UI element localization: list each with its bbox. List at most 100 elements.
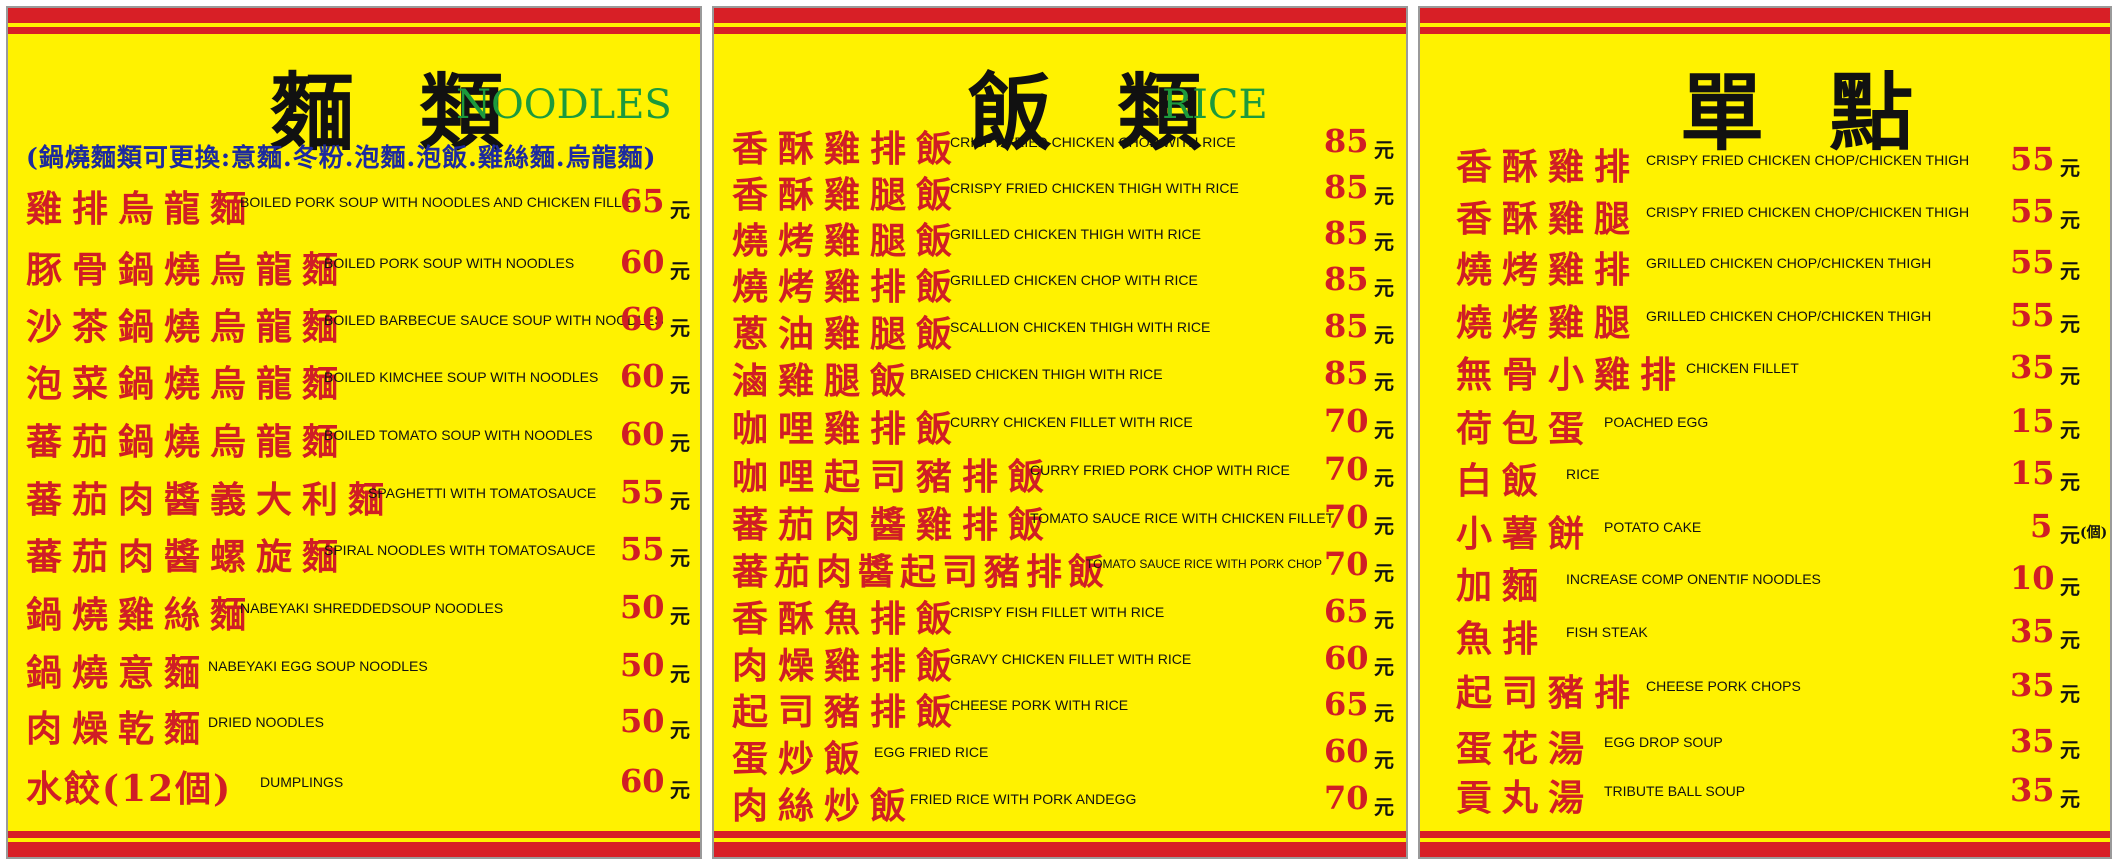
- price-unit: 元: [670, 373, 690, 397]
- item-name-zh: 蕃茄肉醬雞排飯: [732, 504, 1055, 546]
- item-name-zh: 蛋花湯: [1456, 728, 1595, 770]
- price-unit: 元: [670, 662, 690, 686]
- item-name-en: EGG FRIED RICE: [874, 744, 989, 760]
- title-zh: 飯 類: [968, 63, 1220, 162]
- price-unit: 元: [1374, 370, 1394, 394]
- menu-item: 豚骨鍋燒烏龍麵 BOILED PORK SOUP WITH NOODLES 60…: [8, 241, 700, 291]
- item-name-zh: 白飯: [1456, 460, 1549, 502]
- top-band: [714, 8, 1406, 34]
- menu-item: 鍋燒雞絲麵 NABEYAKI SHREDDEDSOUP NOODLES 50 元: [8, 586, 700, 636]
- item-name-zh: 香酥雞排飯: [732, 128, 963, 170]
- top-band: [8, 8, 700, 34]
- item-name-en: GRILLED CHICKEN CHOP WITH RICE: [950, 272, 1198, 288]
- item-name-en: FISH STEAK: [1566, 624, 1648, 640]
- menu-item: 燒烤雞排飯 GRILLED CHICKEN CHOP WITH RICE 85 …: [714, 258, 1406, 308]
- item-name-en: BRAISED CHICKEN THIGH WITH RICE: [910, 366, 1163, 382]
- item-price: 85: [1324, 354, 1369, 392]
- price-unit: 元: [2060, 738, 2080, 762]
- item-name-en: BOILED BARBECUE SAUCE SOUP WITH NOODLES: [324, 312, 664, 328]
- item-name-en: POTATO CAKE: [1604, 519, 1702, 535]
- item-price: 65: [1324, 685, 1369, 723]
- price-unit: 元: [2060, 364, 2080, 388]
- price-unit: 元: [2060, 682, 2080, 706]
- title-zh: 麵 類: [270, 63, 522, 162]
- menu-item: 肉燥乾麵 DRIED NOODLES 50 元: [8, 700, 700, 750]
- item-name-zh: 泡菜鍋燒烏龍麵: [26, 363, 349, 405]
- menu-item: 蕃茄肉醬螺旋麵 SPIRAL NOODLES WITH TOMATOSAUCE …: [8, 528, 700, 578]
- menu-item: 起司豬排飯 CHEESE PORK WITH RICE 65 元: [714, 683, 1406, 733]
- item-name-zh: 咖哩起司豬排飯: [732, 456, 1055, 498]
- price-unit: 元: [1374, 466, 1394, 490]
- item-name-zh: 燒烤雞腿飯: [732, 220, 963, 262]
- item-price: 50: [620, 702, 665, 740]
- item-price: 60: [620, 300, 665, 338]
- substitution-note: (鍋燒麵類可更換:意麵.冬粉.泡麵.泡飯.雞絲麵.烏龍麵): [26, 143, 657, 172]
- item-name-zh: 蕃茄鍋燒烏龍麵: [26, 421, 349, 463]
- price-unit: 元: [2060, 418, 2080, 442]
- item-price: 60: [620, 243, 665, 281]
- item-name-en: CRISPY FRIED CHICKEN THIGH WITH RICE: [950, 180, 1239, 196]
- item-name-en: TRIBUTE BALL SOUP: [1604, 783, 1746, 799]
- menu-item: 雞排烏龍麵 BOILED PORK SOUP WITH NOODLES AND …: [8, 180, 700, 230]
- item-name-en: CURRY FRIED PORK CHOP WITH RICE: [1030, 462, 1290, 478]
- item-price: 85: [1324, 260, 1369, 298]
- item-price: 50: [620, 646, 665, 684]
- panel-title: 單 點: [1420, 46, 2110, 162]
- item-name-zh: 香酥雞腿: [1456, 198, 1641, 240]
- price-unit: 元: [670, 778, 690, 802]
- item-price: 35: [2010, 771, 2055, 809]
- item-name-en: CURRY CHICKEN FILLET WITH RICE: [950, 414, 1193, 430]
- menu-item: 咖哩起司豬排飯 CURRY FRIED PORK CHOP WITH RICE …: [714, 448, 1406, 498]
- item-name-zh: 蕃茄肉醬義大利麵: [26, 479, 395, 521]
- item-name-zh: 香酥魚排飯: [732, 598, 963, 640]
- item-name-en: SCALLION CHICKEN THIGH WITH RICE: [950, 319, 1211, 335]
- menu-item: 無骨小雞排 CHICKEN FILLET 35 元: [1420, 346, 2110, 396]
- item-name-zh: 豚骨鍋燒烏龍麵: [26, 249, 349, 291]
- price-unit: 元: [670, 259, 690, 283]
- item-name-zh: 沙茶鍋燒烏龍麵: [26, 306, 349, 348]
- menu-item: 加麵 INCREASE COMP ONENTIF NOODLES 10 元: [1420, 557, 2110, 607]
- rice-menu-panel: 飯 類 RICE 香酥雞排飯 CRISPY FRIED CHICKEN CHOP…: [712, 6, 1408, 859]
- item-price: 70: [1324, 402, 1369, 440]
- price-unit: 元: [670, 604, 690, 628]
- item-price: 60: [1324, 732, 1369, 770]
- item-name-en: DRIED NOODLES: [208, 714, 324, 730]
- item-name-en: FRIED RICE WITH PORK ANDEGG: [910, 791, 1137, 807]
- item-price: 55: [620, 530, 665, 568]
- item-price: 55: [2010, 192, 2055, 230]
- item-price: 55: [2010, 140, 2055, 178]
- item-price: 70: [1324, 498, 1369, 536]
- menu-item: 咖哩雞排飯 CURRY CHICKEN FILLET WITH RICE 70 …: [714, 400, 1406, 450]
- item-name-en: GRILLED CHICKEN CHOP/CHICKEN THIGH: [1646, 255, 1932, 271]
- price-unit: 元: [1374, 608, 1394, 632]
- price-unit: 元: [1374, 230, 1394, 254]
- price-unit: 元: [1374, 184, 1394, 208]
- item-name-en: BOILED KIMCHEE SOUP WITH NOODLES: [324, 369, 599, 385]
- top-band: [1420, 8, 2110, 34]
- item-name-en: GRAVY CHICKEN FILLET WITH RICE: [950, 651, 1192, 667]
- title-zh: 單 點: [1680, 63, 1932, 162]
- noodles-menu-panel: 麵 類 NOODLES (鍋燒麵類可更換:意麵.冬粉.泡麵.泡飯.雞絲麵.烏龍麵…: [6, 6, 702, 859]
- item-price: 35: [2010, 612, 2055, 650]
- item-name-zh: 香酥雞腿飯: [732, 174, 963, 216]
- price-unit: 元: [1374, 655, 1394, 679]
- price-unit: 元: [670, 546, 690, 570]
- item-price: 35: [2010, 666, 2055, 704]
- item-name-en: BOILED PORK SOUP WITH NOODLES AND CHICKE…: [240, 194, 640, 210]
- menu-item: 鍋燒意麵 NABEYAKI EGG SOUP NOODLES 50 元: [8, 644, 700, 694]
- item-price: 60: [620, 415, 665, 453]
- item-price: 15: [2010, 454, 2055, 492]
- price-unit: 元: [2060, 523, 2080, 547]
- price-unit: 元: [2060, 470, 2080, 494]
- price-unit: 元: [1374, 701, 1394, 725]
- item-name-en: BOILED PORK SOUP WITH NOODLES: [324, 255, 575, 271]
- price-unit: 元: [2060, 628, 2080, 652]
- item-price: 85: [1324, 168, 1369, 206]
- menu-item: 滷雞腿飯 BRAISED CHICKEN THIGH WITH RICE 85 …: [714, 352, 1406, 402]
- item-name-en: RICE: [1566, 466, 1600, 482]
- menu-item: 蕃茄肉醬雞排飯 TOMATO SAUCE RICE WITH CHICKEN F…: [714, 496, 1406, 546]
- item-name-zh: 燒烤雞腿: [1456, 302, 1641, 344]
- item-name-zh: 起司豬排飯: [732, 691, 963, 733]
- menu-item: 蕃茄鍋燒烏龍麵 BOILED TOMATO SOUP WITH NOODLES …: [8, 413, 700, 463]
- item-name-en: SPIRAL NOODLES WITH TOMATOSAUCE: [324, 542, 596, 558]
